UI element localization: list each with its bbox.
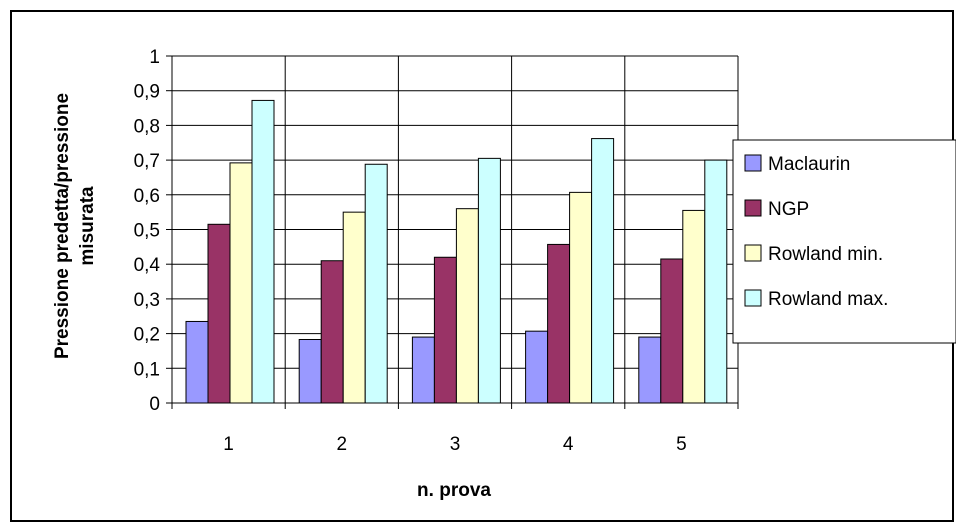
x-axis-title: n. prova bbox=[417, 480, 491, 501]
y-axis-title: Pressione predetta/pressione misurata bbox=[52, 93, 98, 359]
bar-ngp-2 bbox=[320, 260, 344, 404]
legend-label-maclaurin: Maclaurin bbox=[768, 154, 850, 175]
y-axis-title-line-1: Pressione predetta/pressione bbox=[52, 93, 73, 359]
bar-ngp-3 bbox=[433, 256, 457, 404]
legend-box bbox=[732, 139, 956, 344]
y-tick-label: 0,5 bbox=[134, 221, 160, 242]
y-tick-label: 0,1 bbox=[134, 359, 160, 380]
x-tick-label: 4 bbox=[563, 434, 574, 455]
bar-maclaurin-5 bbox=[638, 336, 662, 404]
y-tick-label: 0,9 bbox=[134, 82, 160, 103]
bar-rowland-max-4 bbox=[591, 138, 615, 404]
bar-rowland-max-2 bbox=[364, 163, 388, 404]
y-tick-label: 0,6 bbox=[134, 186, 160, 207]
legend-label-rowland-min: Rowland min. bbox=[768, 244, 883, 265]
axes bbox=[166, 55, 739, 409]
x-tick-label: 3 bbox=[450, 434, 461, 455]
bar-ngp-5 bbox=[660, 258, 684, 404]
legend-swatch-ngp bbox=[744, 199, 762, 217]
y-tick-label: 0,7 bbox=[134, 151, 160, 172]
x-tick-label: 5 bbox=[676, 434, 687, 455]
bar-rowland-max-5 bbox=[704, 159, 728, 404]
y-tick-label: 0,8 bbox=[134, 116, 160, 137]
y-tick-label: 0,2 bbox=[134, 325, 160, 346]
x-tick-label: 1 bbox=[223, 434, 234, 455]
bar-ngp-4 bbox=[547, 243, 571, 404]
y-tick-label: 0,4 bbox=[134, 255, 161, 276]
x-tick-label: 2 bbox=[337, 434, 348, 455]
y-tick-label: 0,3 bbox=[134, 290, 160, 311]
bar-rowland-min-1 bbox=[229, 162, 253, 404]
bar-rowland-min-5 bbox=[682, 209, 706, 404]
y-tick-label: 0 bbox=[149, 394, 160, 415]
bar-rowland-min-3 bbox=[455, 208, 479, 404]
bar-rowland-max-3 bbox=[477, 157, 501, 404]
y-tick-label: 1 bbox=[149, 47, 160, 68]
bars bbox=[185, 99, 728, 404]
legend-swatch-rowland-max bbox=[744, 289, 762, 307]
bar-rowland-min-4 bbox=[569, 191, 593, 404]
bar-rowland-min-2 bbox=[342, 211, 366, 404]
bar-maclaurin-2 bbox=[298, 338, 322, 404]
bar-maclaurin-4 bbox=[525, 330, 549, 404]
legend-label-rowland-max: Rowland max. bbox=[768, 289, 888, 310]
legend: Maclaurin NGP Rowland min. Rowland max. bbox=[732, 139, 956, 344]
bar-maclaurin-1 bbox=[185, 320, 209, 404]
x-tick-labels: 1 2 3 4 5 bbox=[223, 434, 686, 455]
y-axis-title-line-2: misurata bbox=[77, 186, 98, 266]
bar-maclaurin-3 bbox=[411, 336, 435, 404]
legend-swatch-maclaurin bbox=[744, 154, 762, 172]
bar-ngp-1 bbox=[207, 223, 231, 404]
bar-rowland-max-1 bbox=[251, 99, 275, 404]
legend-swatch-rowland-min bbox=[744, 244, 762, 262]
legend-label-ngp: NGP bbox=[768, 199, 809, 220]
y-tick-labels: 0 0,1 0,2 0,3 0,4 0,5 0,6 0,7 0,8 0,9 1 bbox=[134, 47, 161, 415]
